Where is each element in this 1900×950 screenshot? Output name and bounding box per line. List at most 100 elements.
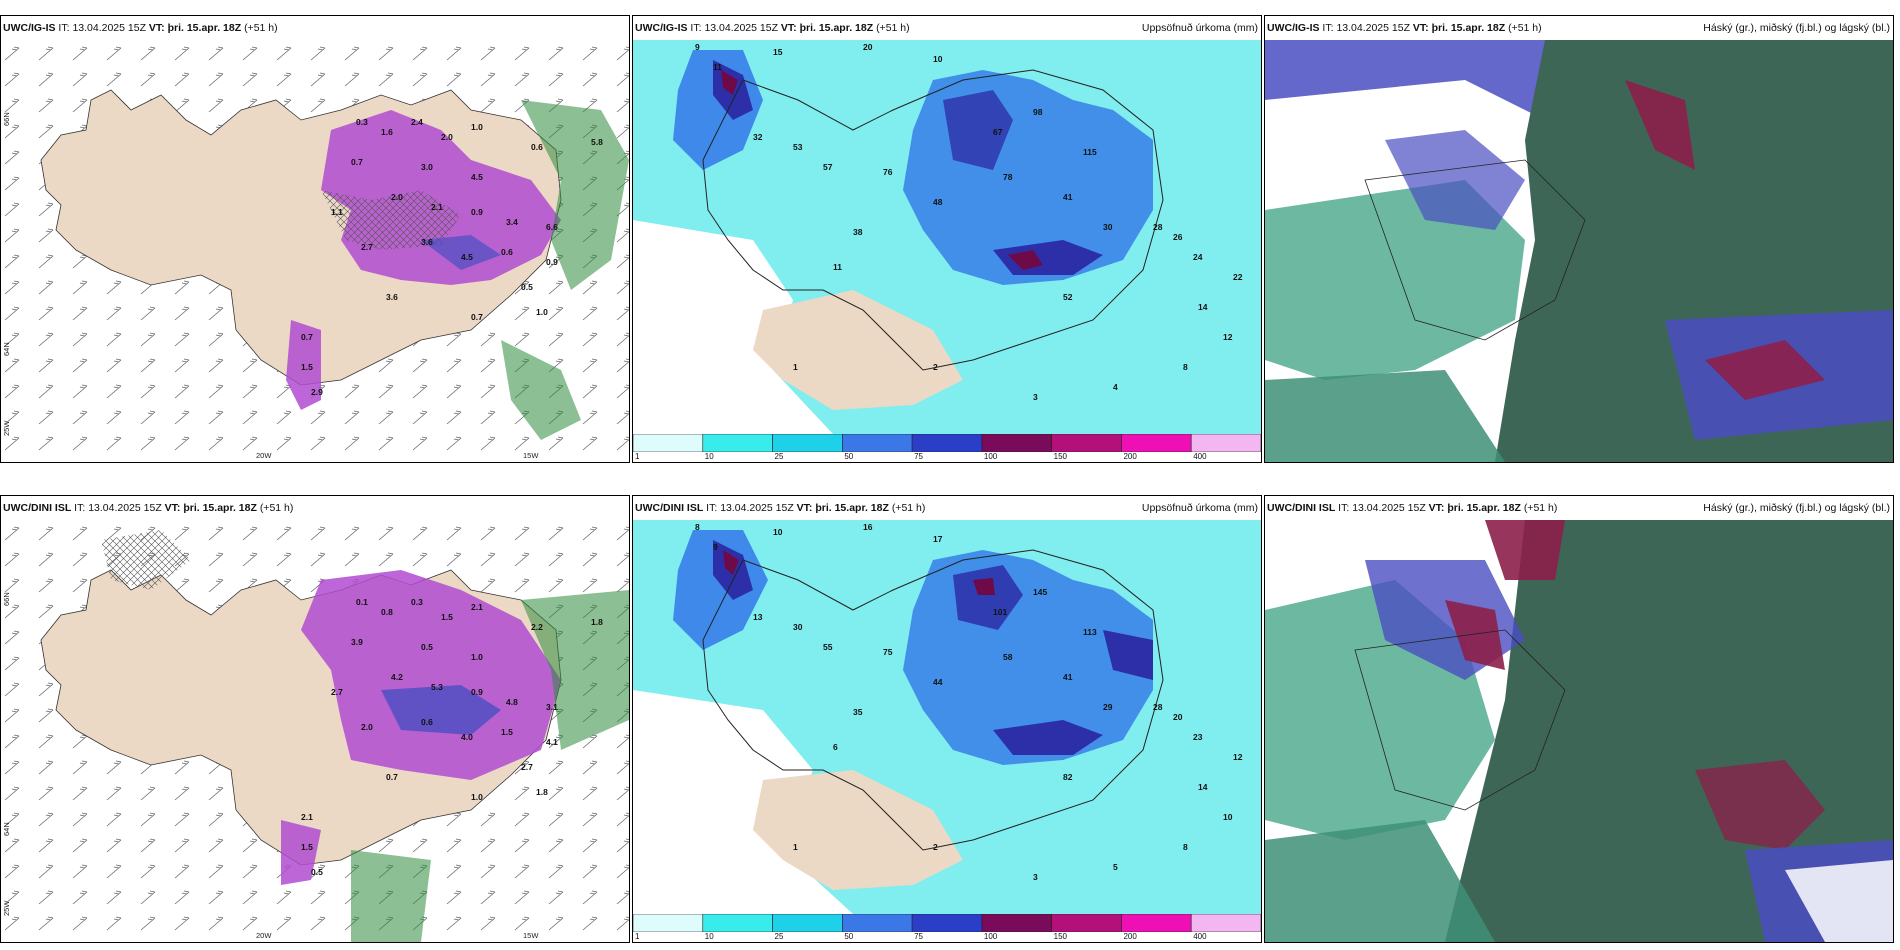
- lat-label-64n: 64N: [2, 342, 11, 356]
- value-label: 1.5: [441, 612, 453, 622]
- it-label: IT:: [1322, 22, 1334, 34]
- iceland-coastline: [702, 549, 1164, 851]
- colorbar-swatch: [981, 914, 1052, 932]
- value-label: 38: [853, 227, 863, 237]
- value-label: 145: [1033, 587, 1047, 597]
- value-label: 2.9: [311, 387, 323, 397]
- model-name: UWC/DINI ISL: [1267, 502, 1336, 514]
- colorbar-swatch: [1121, 914, 1192, 932]
- colorbar-tick-label: 75: [914, 452, 924, 461]
- value-label: 0.9: [546, 257, 558, 267]
- value-label: 2.7: [521, 762, 533, 772]
- map-area[interactable]: 20W 15W 66N 64N 25W 0.1 0.8 0.3 1.5 2.1 3.9 0.…: [1, 520, 629, 942]
- value-label: 0.7: [471, 312, 483, 322]
- lead-time: (+51 h): [259, 502, 294, 514]
- it-label: IT:: [706, 502, 718, 514]
- colorbar-tick-label: 1: [635, 452, 640, 461]
- value-label: 8: [1183, 362, 1188, 372]
- value-label: 2.7: [361, 242, 373, 252]
- map-area[interactable]: [1265, 40, 1893, 462]
- panel-dini-clouds: UWC/DINI ISL IT: 13.04.2025 15Z VT: þri.…: [1264, 495, 1894, 943]
- value-label: 52: [1063, 292, 1073, 302]
- value-label: 29: [1103, 702, 1113, 712]
- value-label: 76: [883, 167, 893, 177]
- value-label: 0.5: [311, 867, 323, 877]
- lon-label-20w: 20W: [256, 451, 272, 460]
- value-label: 30: [1103, 222, 1113, 232]
- field-title: Háský (gr.), miðský (fj.bl.) og lágský (…: [1703, 502, 1890, 514]
- value-label: 30: [793, 622, 803, 632]
- value-label: 2.7: [331, 687, 343, 697]
- colorbar-tick-label: 400: [1193, 452, 1207, 461]
- value-label: 2.1: [471, 602, 483, 612]
- model-name: UWC/IG-IS: [635, 22, 688, 34]
- valid-time: þri. 15.apr. 18Z: [167, 22, 242, 34]
- vt-label: VT:: [796, 502, 813, 514]
- hatch-area: [321, 190, 461, 250]
- model-name: UWC/DINI ISL: [3, 502, 72, 514]
- value-label: 2.0: [361, 722, 373, 732]
- value-label: 6.6: [546, 222, 558, 232]
- value-label: 3.1: [546, 702, 558, 712]
- value-label: 1.0: [471, 122, 483, 132]
- map-area[interactable]: 20W 15W 66N 64N 25W 0.3 1.6 2.4 2.0 1.0 0.7 3.…: [1, 40, 629, 462]
- colorbar-tick-label: 150: [1053, 932, 1068, 941]
- panel-header: UWC/DINI ISL IT: 13.04.2025 15Z VT: þri.…: [633, 496, 1261, 520]
- value-label: 4.8: [506, 697, 518, 707]
- colorbar-swatch: [772, 914, 843, 932]
- value-label: 2.1: [301, 812, 313, 822]
- valid-time: þri. 15.apr. 18Z: [183, 502, 257, 514]
- field-title: Uppsöfnuð úrkoma (mm): [1141, 502, 1258, 514]
- value-label: 28: [1153, 702, 1163, 712]
- init-time: 13.04.2025 15Z: [720, 502, 794, 514]
- colorbar-swatch: [633, 914, 704, 932]
- value-label: 0.3: [411, 597, 423, 607]
- value-label: 11: [833, 262, 842, 272]
- colorbar: [633, 914, 1261, 932]
- lon-label-20w: 20W: [256, 931, 272, 940]
- value-label: 10: [933, 54, 943, 64]
- colorbar-tick-label: 50: [844, 452, 854, 461]
- rain-area: [521, 100, 629, 290]
- value-label: 14: [1198, 782, 1208, 792]
- lon-label-15w: 15W: [523, 451, 539, 460]
- value-label: 0.7: [301, 332, 313, 342]
- panel-header: UWC/IG-IS IT: 13.04.2025 15Z VT: þri. 15…: [1, 16, 629, 40]
- map-area[interactable]: [1265, 520, 1893, 942]
- colorbar-tick-label: 75: [914, 932, 924, 941]
- value-label: 2.0: [391, 192, 403, 202]
- value-label: 17: [933, 534, 943, 544]
- value-label: 0.7: [386, 772, 398, 782]
- panel-ig-is-accum-precip: UWC/IG-IS IT: 13.04.2025 15Z VT: þri. 15…: [632, 15, 1262, 463]
- value-label: 2: [933, 362, 938, 372]
- value-label: 0.7: [351, 157, 363, 167]
- colorbar-tick-label: 200: [1123, 932, 1137, 941]
- colorbar-swatch: [1190, 914, 1261, 932]
- map-area[interactable]: 8 9 10 16 17 13 30 55 75 58 44 41 29 28 20 23 12 14 10 8 5 3 2…: [633, 520, 1261, 914]
- lead-time: (+51 h): [244, 22, 278, 34]
- colorbar-swatch: [1121, 434, 1192, 452]
- panel-header: UWC/DINI ISL IT: 13.04.2025 15Z VT: þri.…: [1265, 496, 1893, 520]
- valid-time: þri. 15.apr. 18Z: [1447, 502, 1521, 514]
- value-label: 32: [753, 132, 763, 142]
- value-label: 0.9: [471, 687, 483, 697]
- colorbar-tick-label: 25: [774, 452, 784, 461]
- colorbar-tick-label: 10: [704, 452, 714, 461]
- value-label: 1.0: [471, 652, 483, 662]
- colorbar-swatch: [1051, 914, 1122, 932]
- value-label: 1.8: [591, 617, 603, 627]
- value-label: 0.9: [471, 207, 483, 217]
- colorbar-tick-label: 25: [774, 932, 784, 941]
- vt-label: VT:: [164, 502, 181, 514]
- colorbar-tick-label: 100: [983, 452, 998, 461]
- colorbar-tick-label: 1: [635, 932, 640, 941]
- value-label: 0.8: [381, 607, 393, 617]
- init-time: 13.04.2025 15Z: [1352, 502, 1426, 514]
- value-label: 3.6: [386, 292, 398, 302]
- value-label: 26: [1173, 232, 1183, 242]
- panel-header: UWC/DINI ISL IT: 13.04.2025 15Z VT: þri.…: [1, 496, 629, 520]
- map-area[interactable]: 9 11 15 20 10 32 53 57 76 78 48 41 30 28 26 24 22 14 12 8 4 3…: [633, 40, 1261, 434]
- colorbar-swatch: [842, 914, 913, 932]
- value-label: 5.8: [591, 137, 603, 147]
- value-label: 3.6: [421, 237, 433, 247]
